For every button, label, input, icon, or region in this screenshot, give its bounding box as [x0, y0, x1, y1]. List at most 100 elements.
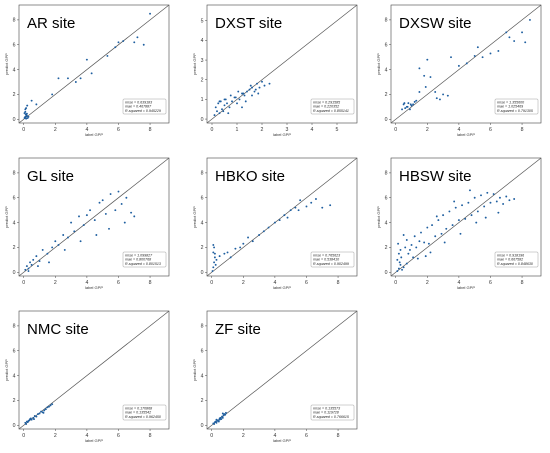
chart-0-data-point — [142, 43, 145, 46]
chart-7-data-point — [218, 417, 221, 420]
chart-5-data-point — [407, 252, 410, 255]
chart-2-data-point — [505, 31, 508, 34]
chart-5-data-point — [397, 252, 400, 255]
chart-5-data-point — [448, 210, 451, 213]
chart-6-xtick-label: 8 — [149, 433, 152, 439]
chart-3-data-point — [70, 221, 73, 224]
chart-3-data-point — [108, 227, 110, 230]
chart-7-data-point — [224, 413, 227, 416]
scatter-chart-dxsw: 0 2 4 6 8 0 2 4 6 8 label GPP predict GPP DXSW site r… — [376, 4, 542, 137]
chart-4-data-point — [239, 246, 242, 249]
chart-2-data-point — [521, 31, 524, 34]
chart-3-ytick-label: 6 — [13, 196, 16, 202]
chart-7-data-point — [221, 412, 224, 415]
chart-1-xtick-label: 2 — [261, 127, 264, 133]
chart-3-data-point — [63, 248, 66, 251]
scatter-chart-ar: 0 2 4 6 8 0 2 4 6 8 label GPP predict GPP AR site rms… — [4, 4, 170, 137]
chart-6-site-title: NMC site — [27, 321, 89, 338]
chart-0-data-point — [114, 46, 117, 49]
chart-1-data-point — [234, 96, 237, 99]
scatter-chart-hbko: 0 2 4 6 8 0 2 4 6 8 label GPP predict GPP HBKO site r… — [192, 157, 358, 290]
chart-6-xtick-label: 6 — [117, 433, 120, 439]
chart-2-data-point — [429, 76, 432, 78]
chart-5-data-point — [502, 203, 505, 205]
chart-5-data-point — [457, 219, 460, 222]
chart-1-data-point — [263, 84, 266, 87]
chart-4-data-point — [299, 199, 302, 202]
chart-2-data-point — [450, 56, 452, 59]
chart-0-xtick-label: 8 — [149, 127, 152, 133]
chart-1-data-point — [223, 98, 226, 101]
chart-6-data-point — [48, 405, 50, 408]
chart-panel-hbsw: 0 2 4 6 8 0 2 4 6 8 label GPP predict GPP HBSW site r… — [372, 153, 550, 293]
chart-4-data-point — [234, 247, 237, 250]
chart-1-data-point — [244, 100, 247, 103]
chart-3-data-point — [109, 193, 112, 195]
chart-4-data-point — [213, 256, 216, 259]
chart-4-data-point — [213, 252, 216, 255]
chart-6-ytick-label: 0 — [13, 423, 16, 429]
chart-0-ytick-label: 2 — [13, 92, 16, 98]
chart-5-xtick-label: 2 — [426, 280, 429, 286]
chart-0-data-point — [30, 99, 33, 102]
chart-1-stat-line: R-squared = 0.855141 — [313, 109, 349, 113]
chart-3-data-point — [114, 209, 117, 212]
chart-7-stat-line: R-squared = 0.766615 — [313, 415, 349, 419]
chart-3-data-point — [66, 236, 69, 239]
chart-1-data-point — [229, 94, 232, 97]
chart-5-data-point — [413, 235, 416, 238]
chart-1-xtick-label: 0 — [211, 127, 214, 133]
chart-6-data-point — [51, 403, 54, 406]
chart-3-data-point — [101, 199, 104, 202]
chart-1-stat-line: rmse = 0.291585 — [313, 100, 340, 104]
chart-5-data-point — [476, 210, 479, 213]
chart-0-data-point — [66, 77, 69, 80]
chart-7-ytick-label: 6 — [201, 349, 204, 355]
chart-3-data-point — [27, 267, 30, 270]
scatter-chart-gl: 0 2 4 6 8 0 2 4 6 8 label GPP predict GPP GL site rms… — [4, 157, 170, 290]
chart-4-y-axis-label: predict GPP — [192, 206, 197, 228]
chart-4-data-point — [213, 246, 216, 249]
chart-7-x-axis-label: label GPP — [273, 438, 291, 443]
chart-0-ytick-label: 8 — [13, 18, 16, 24]
chart-7-ytick-label: 0 — [201, 423, 204, 429]
chart-4-ytick-label: 2 — [201, 245, 204, 251]
chart-2-data-point — [497, 50, 500, 52]
chart-3-y-axis-label: predict GPP — [4, 206, 9, 228]
chart-4-data-point — [226, 251, 229, 254]
chart-2-xtick-label: 2 — [426, 127, 429, 133]
chart-panel-dxsw: 0 2 4 6 8 0 2 4 6 8 label GPP predict GPP DXSW site r… — [372, 0, 550, 140]
chart-3-data-point — [98, 201, 101, 204]
chart-3-data-point — [41, 248, 44, 251]
chart-5-y-axis-label: predict GPP — [376, 206, 381, 228]
chart-2-data-point — [418, 67, 421, 70]
chart-3-ytick-label: 8 — [13, 171, 16, 177]
chart-1-data-point — [254, 88, 257, 91]
chart-3-data-point — [117, 190, 120, 193]
chart-7-stat-line: mae = 0.119728 — [313, 411, 339, 415]
chart-3-xtick-label: 2 — [54, 280, 57, 286]
chart-3-data-point — [89, 209, 92, 212]
chart-0-data-point — [79, 77, 82, 80]
chart-4-data-point — [294, 206, 297, 209]
chart-0-data-point — [149, 12, 152, 15]
chart-7-data-point — [215, 418, 218, 421]
chart-5-stats-box — [494, 251, 539, 268]
chart-5-data-point — [396, 270, 399, 272]
chart-2-data-point — [508, 36, 511, 39]
chart-1-data-point — [249, 84, 252, 87]
chart-7-xtick-label: 2 — [242, 433, 245, 439]
chart-4-site-title: HBKO site — [215, 168, 285, 185]
chart-7-stat-line: rmse = 0.135573 — [313, 406, 340, 410]
chart-6-stats-box — [122, 404, 167, 421]
chart-7-ytick-label: 4 — [201, 373, 204, 379]
chart-5-data-point — [423, 241, 426, 244]
chart-panel-dxst: 0 1 2 3 4 5 0 1 2 3 4 5 label GPP predict GPP DXST sit… — [188, 0, 366, 140]
chart-5-data-point — [451, 224, 454, 227]
chart-2-ytick-label: 2 — [385, 92, 388, 98]
chart-2-data-point — [457, 64, 460, 67]
chart-6-data-point — [44, 408, 47, 411]
chart-1-data-point — [256, 82, 258, 85]
chart-3-data-point — [35, 255, 38, 258]
chart-panel-gl: 0 2 4 6 8 0 2 4 6 8 label GPP predict GPP GL site rms… — [0, 153, 178, 293]
